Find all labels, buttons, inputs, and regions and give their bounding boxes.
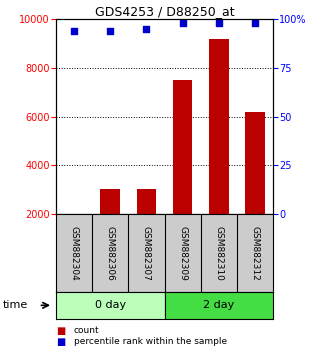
Point bbox=[108, 28, 113, 34]
Bar bbox=[209, 39, 229, 214]
Text: GSM882304: GSM882304 bbox=[70, 226, 79, 280]
Text: GSM882310: GSM882310 bbox=[214, 225, 223, 281]
Bar bbox=[173, 80, 193, 214]
Text: percentile rank within the sample: percentile rank within the sample bbox=[74, 337, 227, 346]
Point bbox=[180, 21, 185, 26]
Text: 2 day: 2 day bbox=[203, 300, 234, 310]
Text: time: time bbox=[3, 300, 29, 310]
Text: ■: ■ bbox=[56, 326, 65, 336]
Bar bbox=[100, 189, 120, 214]
Text: count: count bbox=[74, 326, 100, 336]
Text: GSM882312: GSM882312 bbox=[250, 226, 259, 280]
Point bbox=[216, 21, 221, 26]
Point bbox=[144, 27, 149, 32]
Bar bbox=[245, 112, 265, 214]
Point bbox=[72, 28, 77, 34]
Point bbox=[252, 21, 257, 26]
Text: GSM882309: GSM882309 bbox=[178, 225, 187, 281]
Bar bbox=[136, 189, 156, 214]
Text: 0 day: 0 day bbox=[95, 300, 126, 310]
Title: GDS4253 / D88250_at: GDS4253 / D88250_at bbox=[95, 5, 234, 18]
Text: GSM882307: GSM882307 bbox=[142, 225, 151, 281]
Text: GSM882306: GSM882306 bbox=[106, 225, 115, 281]
Text: ■: ■ bbox=[56, 337, 65, 347]
